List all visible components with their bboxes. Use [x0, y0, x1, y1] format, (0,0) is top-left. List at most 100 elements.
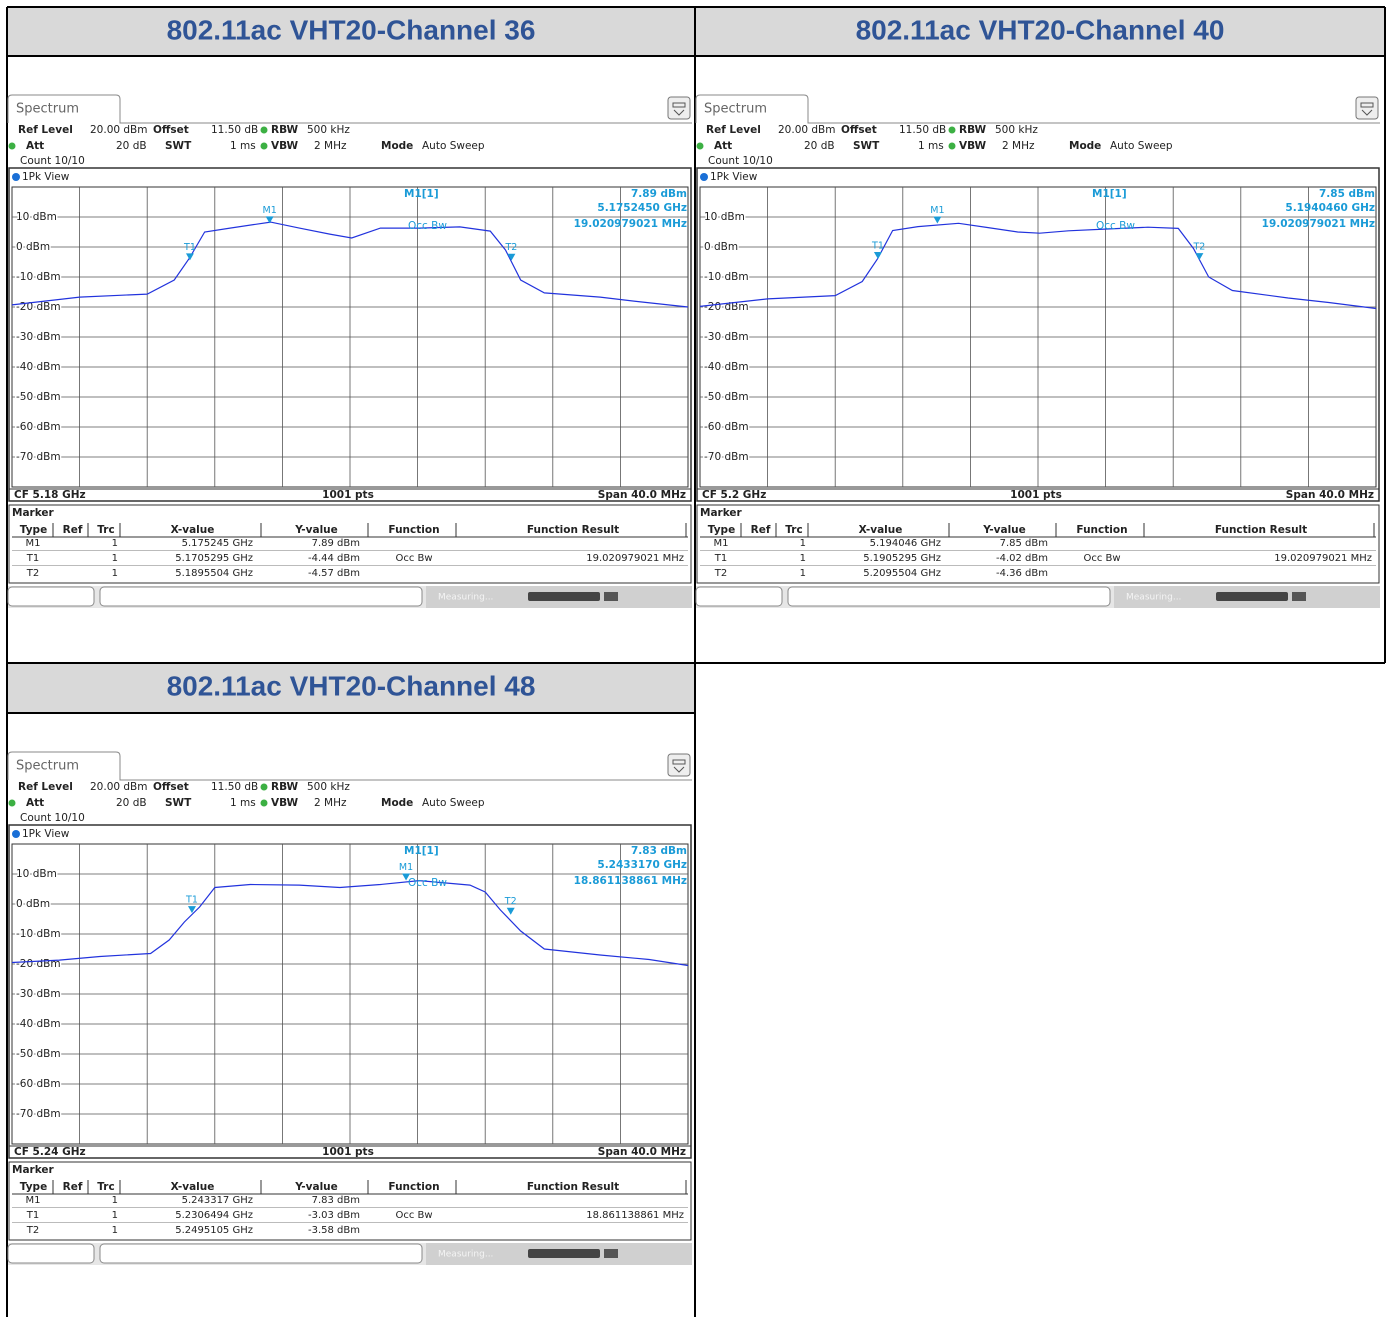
trace	[11, 879, 689, 967]
view-dot	[12, 830, 20, 838]
footer: CF 5.2 GHz	[702, 489, 766, 501]
marker-label: T1	[871, 241, 884, 252]
y-tick-label: -60 dBm	[704, 421, 749, 433]
footer: 1001 pts	[322, 1146, 374, 1158]
spectrum-panel: Spectrum Ref Level 20.00 dBm Offset 11.50 dB…	[7, 751, 692, 1265]
column-header: Trc	[97, 524, 114, 536]
column-header: Type	[20, 1181, 47, 1193]
marker-info: 7.89 dBm	[631, 188, 687, 200]
label: SWT	[165, 797, 192, 809]
marker-info: 19.020979021 MHz	[574, 218, 687, 230]
cell: 18.861138861 MHz	[586, 1210, 684, 1221]
status-text: Measuring...	[1126, 593, 1181, 603]
view-label: 1Pk View	[710, 171, 758, 183]
status-dot	[260, 783, 268, 791]
status-dot	[8, 142, 16, 150]
cell: 1	[112, 1195, 118, 1206]
label: Mode	[381, 797, 413, 809]
cell: 1	[800, 553, 806, 564]
cell: 5.2095504 GHz	[863, 568, 941, 579]
status-text: Measuring...	[438, 593, 493, 603]
value: 1 ms	[230, 140, 256, 152]
cell: 1	[112, 568, 118, 579]
marker-info: 7.83 dBm	[631, 845, 687, 857]
marker-info: M1[1]	[404, 845, 439, 857]
y-tick-label: -40 dBm	[16, 1018, 61, 1030]
y-tick-label: 10 dBm	[16, 211, 57, 223]
marker-info: 19.020979021 MHz	[1262, 218, 1375, 230]
cell: M1	[26, 538, 41, 549]
marker-label: M1	[930, 205, 944, 216]
marker-info: M1[1]	[1092, 188, 1127, 200]
settings-icon-glyph	[672, 759, 686, 773]
marker-table-frame	[8, 1161, 692, 1241]
cell: 1	[800, 568, 806, 579]
column-header: Function Result	[527, 524, 619, 536]
marker	[507, 253, 516, 261]
cell: 1	[112, 538, 118, 549]
view-label: 1Pk View	[22, 171, 70, 183]
marker-table-frame	[8, 504, 692, 584]
settings-icon-glyph	[672, 102, 686, 116]
function-label: Occ Bw	[408, 220, 447, 232]
footer: CF 5.18 GHz	[14, 489, 86, 501]
y-tick-label: -40 dBm	[16, 361, 61, 373]
label: VBW	[271, 797, 299, 809]
marker	[1195, 253, 1204, 261]
cell: T2	[26, 568, 39, 579]
status-box	[787, 586, 1111, 607]
status-dot	[260, 126, 268, 134]
y-tick-label: 0 dBm	[16, 241, 50, 253]
column-header: Ref	[63, 1181, 83, 1193]
value: Auto Sweep	[422, 797, 485, 809]
function-label: Occ Bw	[408, 877, 447, 889]
y-tick-label: -50 dBm	[16, 1048, 61, 1060]
view-label: 1Pk View	[22, 828, 70, 840]
y-tick-label: 0 dBm	[16, 898, 50, 910]
cell: 5.1705295 GHz	[175, 553, 253, 564]
cell: 19.020979021 MHz	[1274, 553, 1372, 564]
cell: Occ Bw	[395, 1210, 432, 1221]
value: 500 kHz	[307, 781, 350, 793]
cell-title: 802.11ac VHT20-Channel 48	[167, 670, 536, 701]
cell: -4.02 dBm	[996, 553, 1048, 564]
value: Count 10/10	[20, 155, 85, 167]
y-tick-label: 10 dBm	[704, 211, 745, 223]
cell: M1	[714, 538, 729, 549]
value: 20.00 dBm	[778, 124, 836, 136]
marker-info: 5.1940460 GHz	[1285, 202, 1375, 214]
cell: -4.57 dBm	[308, 568, 360, 579]
status-dot	[948, 126, 956, 134]
label: Ref Level	[706, 124, 761, 136]
label: VBW	[959, 140, 987, 152]
column-header: Function Result	[527, 1181, 619, 1193]
column-header: Trc	[785, 524, 802, 536]
cell: -4.36 dBm	[996, 568, 1048, 579]
footer: CF 5.24 GHz	[14, 1146, 86, 1158]
y-tick-label: -40 dBm	[704, 361, 749, 373]
label: SWT	[853, 140, 880, 152]
y-tick-label: -30 dBm	[16, 331, 61, 343]
tab-label: Spectrum	[16, 102, 79, 117]
cell: 5.2306494 GHz	[175, 1210, 253, 1221]
marker-label: M1	[399, 862, 413, 873]
status-box	[7, 586, 95, 607]
cell: T2	[714, 568, 727, 579]
tab	[7, 751, 692, 781]
cell: Occ Bw	[395, 553, 432, 564]
value: 2 MHz	[314, 140, 347, 152]
value: 20.00 dBm	[90, 781, 148, 793]
function-label: Occ Bw	[1096, 220, 1135, 232]
spectrum-panel: Spectrum Ref Level 20.00 dBm Offset 11.50 dB…	[695, 94, 1380, 608]
cell: -3.03 dBm	[308, 1210, 360, 1221]
column-header: Type	[708, 524, 735, 536]
column-header: Ref	[63, 524, 83, 536]
label: SWT	[165, 140, 192, 152]
cell: 19.020979021 MHz	[586, 553, 684, 564]
cell: -4.44 dBm	[308, 553, 360, 564]
status-dot	[8, 799, 16, 807]
marker-label: T1	[185, 895, 198, 906]
label: Offset	[153, 781, 189, 793]
progress-icon	[604, 1249, 618, 1258]
marker	[187, 906, 196, 914]
